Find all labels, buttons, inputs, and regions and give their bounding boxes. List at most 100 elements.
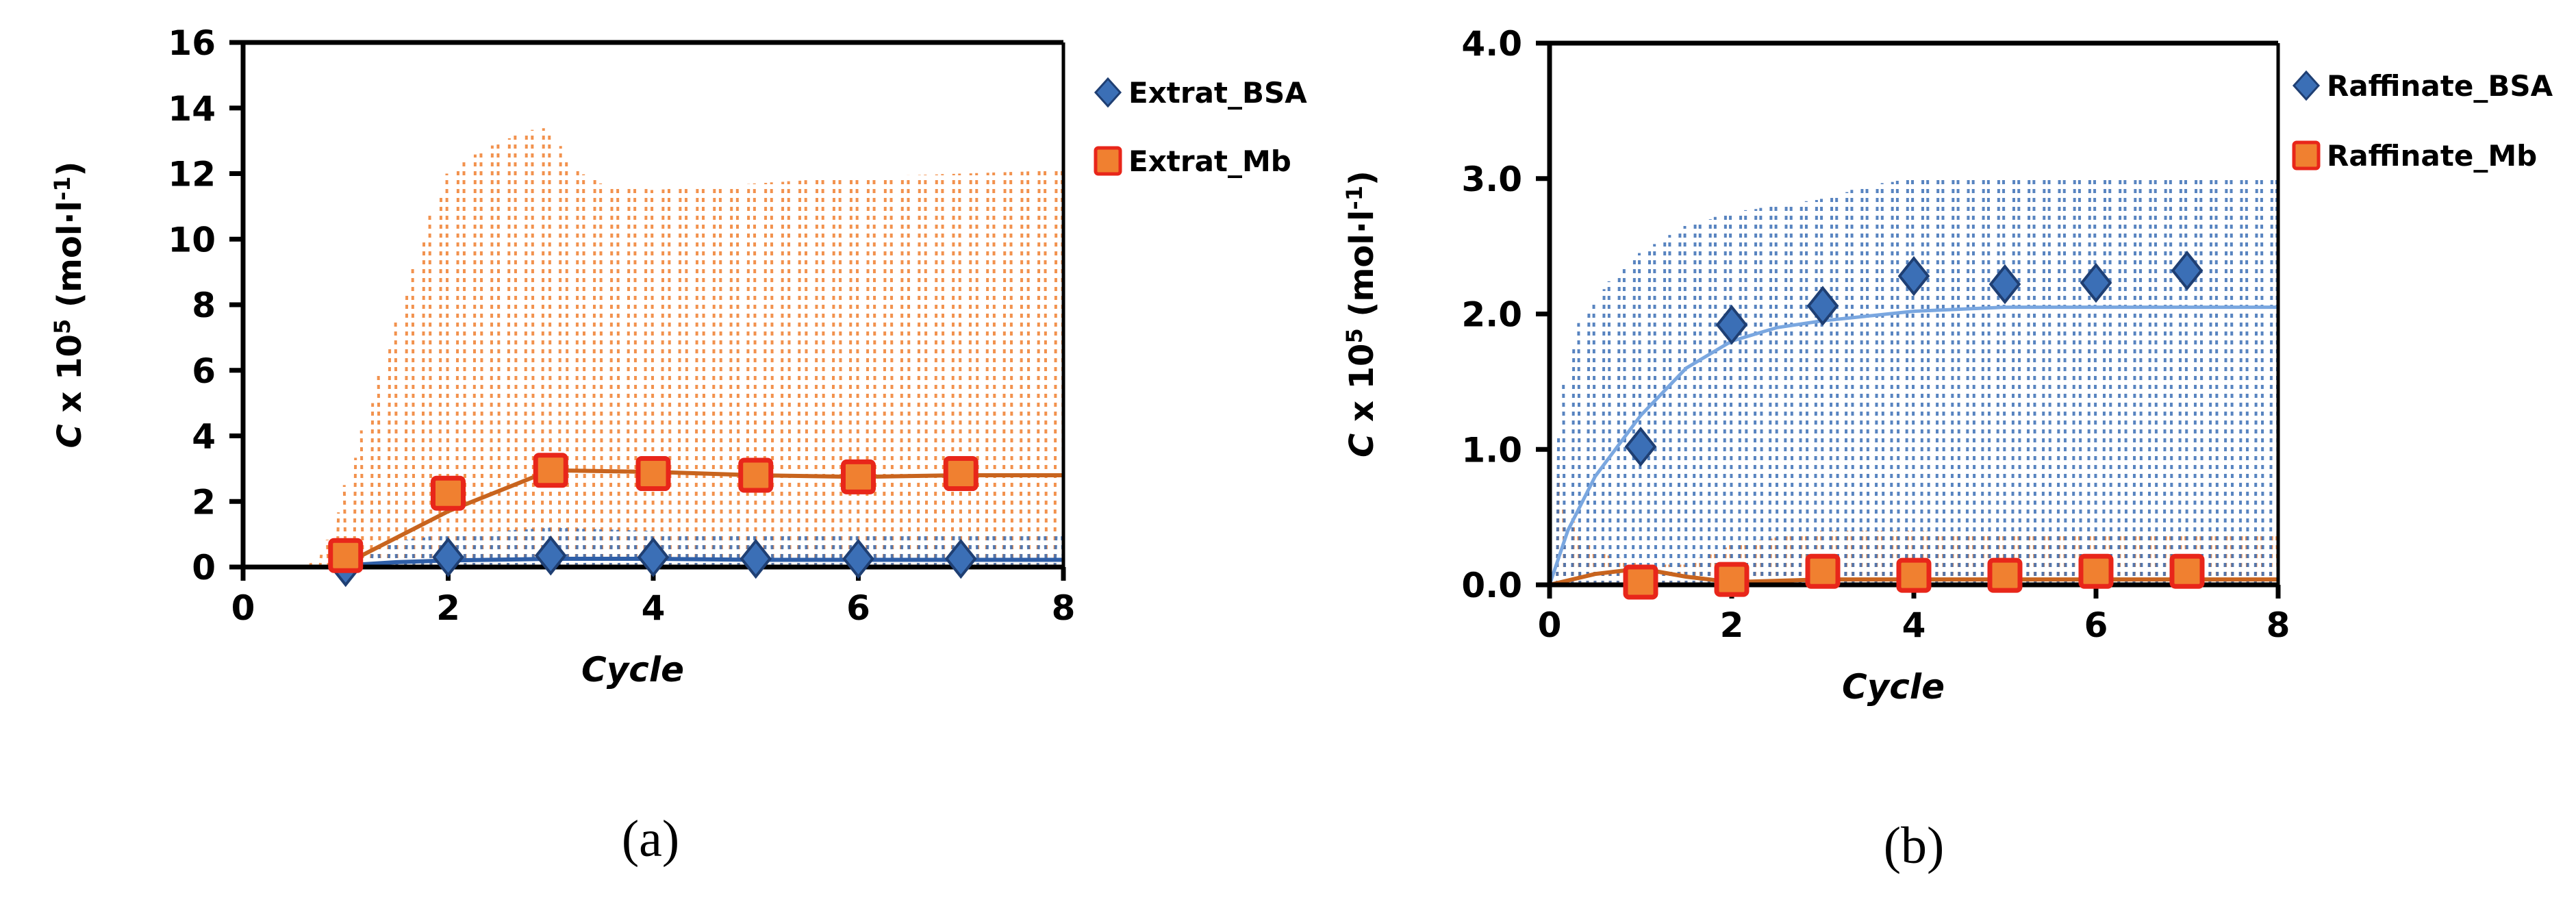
x-tick-label: 8: [2266, 605, 2290, 645]
profile-stroke-raffinate_mb: [1789, 535, 1794, 586]
profile-stroke-extrat_bsa: [753, 534, 757, 568]
profile-stroke-raffinate_bsa: [2032, 178, 2037, 586]
legend-square-icon: [1094, 146, 1122, 176]
chart-panel-a: 0 2 4 6 8 10 12 14 16 0 2 4 6 8 Cycle C x 105 (mol·l-1)…: [49, 23, 1307, 868]
legend-label: Extrat_Mb: [1128, 144, 1291, 178]
y-tick-label: 2.0: [1461, 295, 1522, 335]
profile-stroke-raffinate_mb: [1980, 532, 1985, 586]
profile-stroke-raffinate_mb: [2147, 533, 2152, 586]
profile-stroke-extrat_bsa: [496, 531, 501, 568]
profile-stroke-raffinate_mb: [2208, 533, 2213, 586]
data-point-extrat_mb: [431, 475, 466, 511]
chart-panel-b: 0.0 1.0 2.0 3.0 4.0 0 2 4 6 8 Cycle C x 105 (mol·l-…: [1341, 24, 2553, 874]
profile-stroke-raffinate_bsa: [2086, 178, 2091, 586]
profile-stroke-raffinate_bsa: [2123, 178, 2128, 586]
data-point-extrat_bsa: [842, 538, 874, 579]
profile-stroke-extrat_mb: [514, 135, 518, 568]
profile-stroke-extrat_mb: [968, 173, 972, 568]
profile-stroke-raffinate_mb: [2238, 533, 2243, 586]
x-tick-label: 4: [642, 588, 666, 628]
profile-stroke-raffinate_bsa: [1607, 281, 1612, 586]
profile-stroke-extrat_bsa: [907, 534, 911, 568]
profile-stroke-extrat_mb: [975, 173, 980, 568]
profile-stroke-raffinate_bsa: [1829, 197, 1834, 586]
data-point-extrat_mb: [533, 453, 568, 488]
profile-stroke-extrat_mb: [684, 188, 689, 568]
profile-stroke-extrat_mb: [899, 175, 904, 568]
profile-stroke-raffinate_mb: [2132, 533, 2137, 586]
profile-stroke-raffinate_mb: [2117, 533, 2122, 586]
x-tick-label: 6: [2084, 605, 2108, 645]
y-axis-title-part: -1: [49, 176, 75, 201]
profile-stroke-extrat_mb: [872, 176, 877, 568]
profile-stroke-extrat_mb: [958, 173, 963, 568]
profile-stroke-extrat_mb: [660, 189, 665, 568]
profile-stroke-extrat_mb: [643, 188, 648, 568]
profile-stroke-extrat_mb: [599, 183, 604, 568]
profile-stroke-extrat_mb: [455, 167, 459, 568]
profile-stroke-extrat_mb: [411, 266, 416, 568]
profile-stroke-extrat_mb: [729, 185, 733, 568]
y-axis-title-part: (mol·l: [51, 201, 89, 319]
profile-stroke-extrat_bsa: [958, 534, 963, 568]
profile-stroke-raffinate_mb: [2269, 533, 2273, 586]
profile-stroke-raffinate_bsa: [1668, 235, 1673, 586]
profile-stroke-raffinate_bsa: [1865, 185, 1870, 586]
data-point-raffinate_bsa: [1897, 255, 1930, 297]
profile-stroke-raffinate_bsa: [1880, 183, 1885, 586]
profile-stroke-extrat_bsa: [711, 533, 716, 568]
profile-stroke-extrat_mb: [438, 194, 443, 568]
profile-stroke-extrat_bsa: [992, 534, 997, 568]
profile-stroke-raffinate_bsa: [1986, 178, 1991, 586]
profile-stroke-raffinate_bsa: [2026, 178, 2031, 586]
profile-stroke-raffinate_bsa: [1638, 253, 1642, 586]
data-point-extrat_mb: [635, 456, 671, 492]
profile-stroke-extrat_bsa: [872, 534, 877, 568]
profile-stroke-raffinate_bsa: [2147, 178, 2152, 586]
profile-stroke-extrat_bsa: [592, 529, 596, 568]
x-tick-label: 0: [1538, 605, 1562, 645]
profile-stroke-extrat_mb: [865, 176, 870, 568]
profile-stroke-raffinate_bsa: [1677, 230, 1682, 586]
profile-stroke-extrat_mb: [574, 169, 579, 568]
profile-stroke-raffinate_bsa: [1980, 178, 1985, 586]
profile-stroke-extrat_mb: [787, 181, 792, 568]
profile-stroke-raffinate_bsa: [1926, 178, 1931, 586]
profile-stroke-raffinate_bsa: [1647, 248, 1652, 586]
y-tick-label: 1.0: [1461, 430, 1522, 470]
x-tick-label: 6: [846, 588, 870, 628]
profile-stroke-extrat_mb: [479, 149, 484, 568]
data-point-extrat_bsa: [944, 538, 977, 579]
profile-stroke-extrat_bsa: [574, 528, 579, 568]
y-axis-title-part: x 10: [1343, 344, 1381, 433]
profile-stroke-raffinate_bsa: [2138, 178, 2143, 586]
profile-stroke-raffinate_mb: [2260, 533, 2264, 586]
profile-stroke-raffinate_bsa: [2047, 178, 2052, 586]
profile-stroke-raffinate_mb: [2041, 533, 2046, 586]
profile-stroke-extrat_bsa: [582, 529, 587, 568]
profile-stroke-extrat_mb: [694, 187, 699, 568]
profile-stroke-extrat_mb: [753, 183, 757, 568]
profile-stroke-raffinate_mb: [2154, 533, 2158, 586]
profile-stroke-raffinate_bsa: [2208, 178, 2213, 586]
profile-stroke-raffinate_bsa: [1911, 178, 1915, 586]
profile-stroke-extrat_mb: [609, 184, 614, 568]
profile-stroke-extrat_mb: [667, 188, 672, 568]
profile-stroke-raffinate_bsa: [1935, 178, 1940, 586]
profile-stroke-extrat_mb: [831, 178, 836, 568]
profile-stroke-extrat_mb: [848, 177, 853, 568]
profile-stroke-extrat_mb: [565, 161, 570, 568]
profile-stroke-raffinate_mb: [2047, 533, 2052, 586]
profile-stroke-raffinate_bsa: [1556, 438, 1561, 586]
y-tick-label: 6: [192, 351, 216, 391]
profile-stroke-extrat_mb: [523, 132, 528, 568]
profile-stroke-extrat_mb: [1044, 171, 1048, 568]
profile-stroke-extrat_bsa: [729, 533, 733, 568]
profile-stroke-extrat_mb: [780, 181, 785, 568]
y-tick-label: 10: [168, 220, 216, 260]
profile-stroke-raffinate_bsa: [2223, 178, 2228, 586]
profile-stroke-raffinate_bsa: [1562, 381, 1567, 586]
profile-stroke-extrat_mb: [557, 146, 562, 568]
profile-stroke-extrat_bsa: [514, 529, 518, 568]
profile-stroke-extrat_mb: [377, 375, 381, 568]
